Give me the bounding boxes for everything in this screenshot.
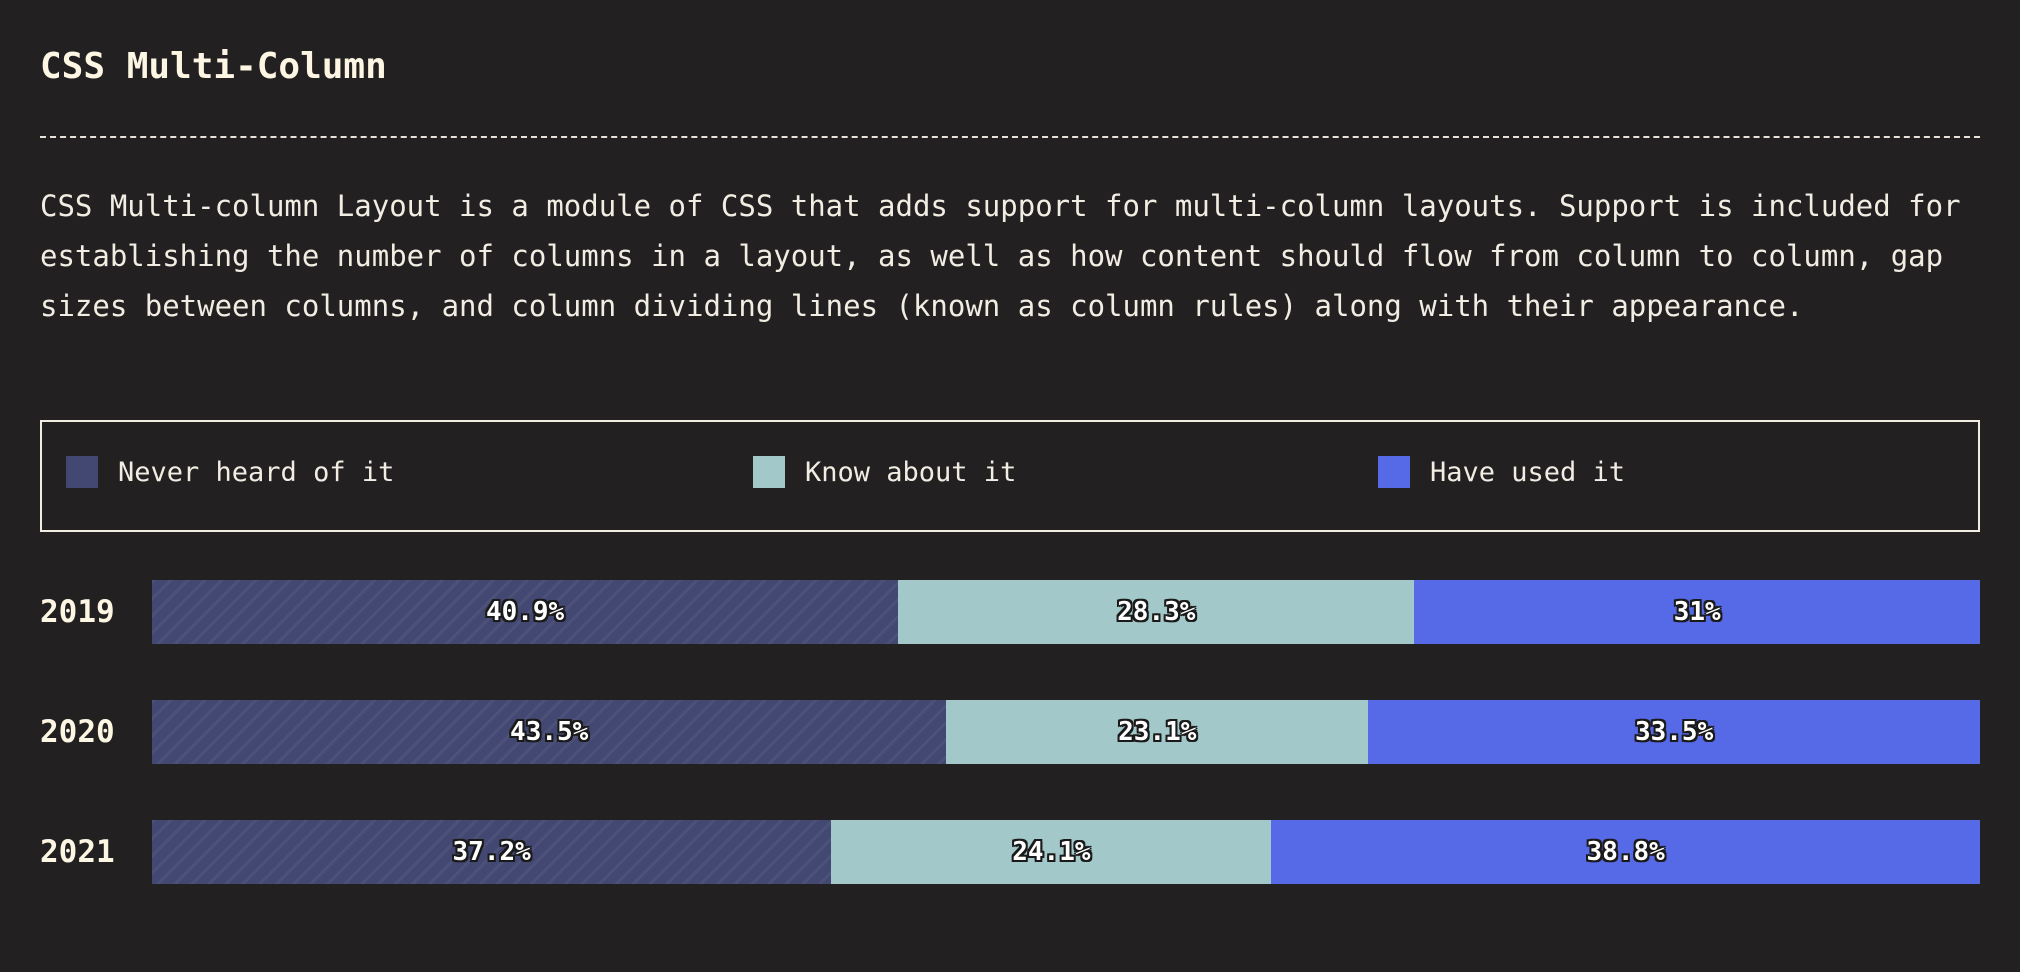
bar-segment-never[interactable]: 43.5% [152, 700, 947, 764]
bar-segment-never[interactable]: 40.9% [152, 580, 899, 644]
data-label: 43.5% [510, 717, 589, 747]
legend-item-used[interactable]: Have used it [1378, 456, 1625, 488]
legend-label-know: Know about it [805, 456, 1017, 488]
data-label: 37.2% [452, 837, 531, 867]
data-label: 38.8% [1586, 837, 1665, 867]
legend-swatch-never [66, 456, 98, 488]
stacked-bar: 37.2% 24.1% 38.8% [152, 820, 1980, 884]
bar-segment-know[interactable]: 28.3% [898, 580, 1415, 644]
year-label: 2019 [40, 594, 115, 630]
divider [40, 136, 1980, 138]
legend-item-never[interactable]: Never heard of it [66, 456, 394, 488]
stacked-bar: 40.9% 28.3% 31% [152, 580, 1980, 644]
legend-item-know[interactable]: Know about it [753, 456, 1016, 488]
stacked-bar: 43.5% 23.1% 33.5% [152, 700, 1980, 764]
data-label: 24.1% [1012, 837, 1091, 867]
bar-row-2021: 2021 37.2% 24.1% 38.8% [40, 820, 1980, 884]
bar-segment-know[interactable]: 24.1% [831, 820, 1272, 884]
data-label: 23.1% [1118, 717, 1197, 747]
legend-swatch-know [753, 456, 785, 488]
bar-segment-know[interactable]: 23.1% [946, 700, 1369, 764]
description: CSS Multi-column Layout is a module of C… [40, 189, 1961, 323]
bar-row-2019: 2019 40.9% 28.3% 31% [40, 580, 1980, 644]
legend-label-used: Have used it [1430, 456, 1626, 488]
year-label: 2021 [40, 834, 115, 870]
bar-segment-used[interactable]: 33.5% [1368, 700, 1980, 764]
legend-swatch-used [1378, 456, 1410, 488]
year-label: 2020 [40, 714, 115, 750]
data-label: 33.5% [1634, 717, 1714, 747]
data-label: 40.9% [485, 597, 565, 627]
legend-label-never: Never heard of it [118, 456, 395, 488]
page-title: CSS Multi-Column [40, 46, 387, 87]
data-label: 28.3% [1117, 597, 1196, 627]
bar-segment-used[interactable]: 31% [1414, 580, 1980, 644]
bar-segment-used[interactable]: 38.8% [1271, 820, 1980, 884]
data-label: 31% [1673, 597, 1721, 627]
legend: Never heard of it Know about it Have use… [40, 420, 1980, 532]
bar-row-2020: 2020 43.5% 23.1% 33.5% [40, 700, 1980, 764]
bar-segment-never[interactable]: 37.2% [152, 820, 832, 884]
